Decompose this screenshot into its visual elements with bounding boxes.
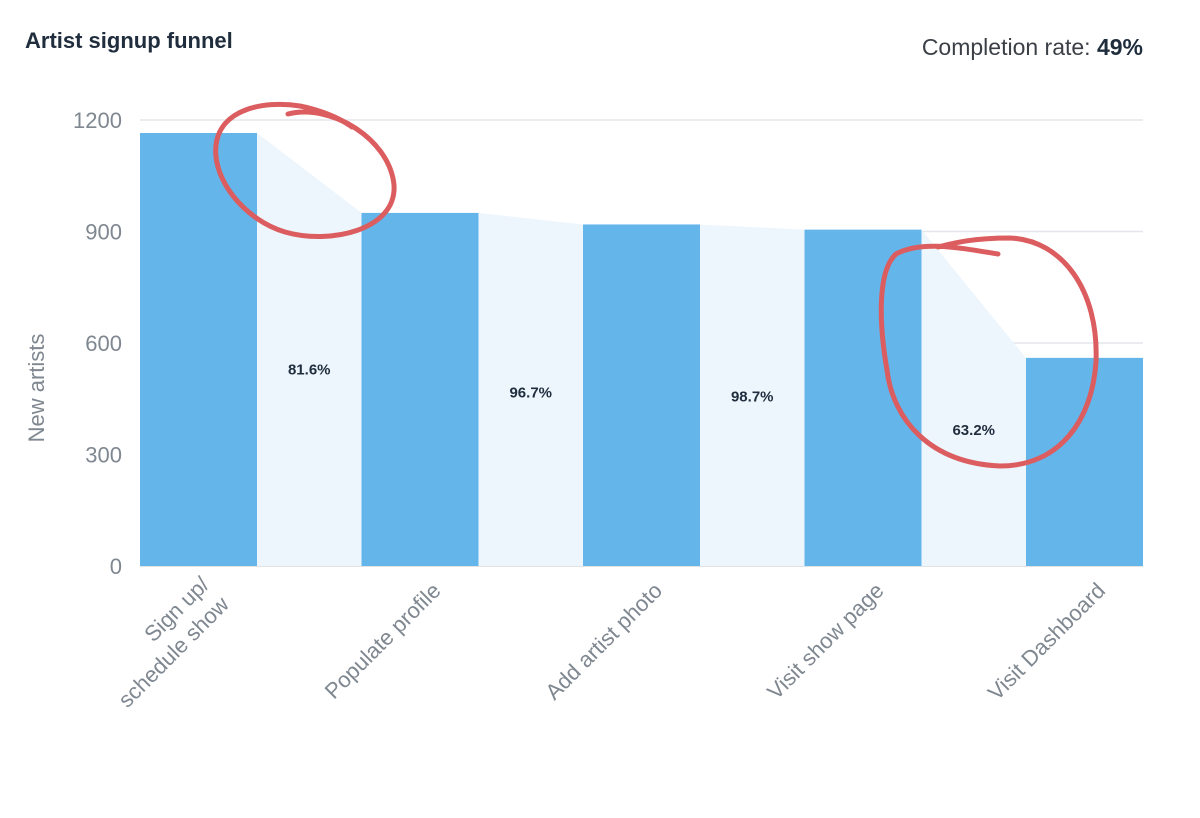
funnel-bar[interactable]: [140, 133, 257, 566]
funnel-connectors: [257, 133, 1026, 566]
annotation-circles: [213, 101, 1099, 469]
y-tick-label: 0: [110, 554, 122, 579]
x-axis-category-label: Visit show page: [762, 578, 888, 704]
funnel-bar[interactable]: [1026, 357, 1143, 566]
funnel-connector: [700, 224, 805, 566]
conversion-rate-label: 96.7%: [509, 384, 552, 401]
category-label-line: Populate profile: [320, 578, 446, 704]
y-axis-title: New artists: [24, 334, 49, 443]
x-axis-labels: Sign up/schedule show Populate profile Add…: [93, 571, 1110, 712]
chart-title: Artist signup funnel: [25, 28, 233, 53]
funnel-bar[interactable]: [804, 229, 922, 566]
completion-rate: Completion rate: 49%: [922, 34, 1143, 61]
x-axis-category-label: Add artist photo: [540, 578, 667, 705]
funnel-bars: [140, 133, 1143, 566]
annotation-circle-2: [878, 235, 1099, 469]
completion-rate-value: 49%: [1096, 34, 1143, 60]
funnel-connector: [257, 133, 362, 566]
category-label-line: Visit show page: [762, 578, 888, 704]
completion-rate-label: Completion rate:: [921, 34, 1091, 60]
annotation-circle-1: [213, 101, 397, 239]
y-axis-ticks: 0 300 600 900 1200: [73, 108, 122, 579]
conversion-labels: 81.6% 96.7% 98.7% 63.2%: [288, 361, 995, 438]
conversion-rate-label: 98.7%: [731, 389, 774, 406]
x-axis-category-label: Visit Dashboard: [983, 578, 1110, 705]
y-tick-label: 600: [85, 331, 122, 356]
funnel-connector: [478, 212, 583, 566]
funnel-bar[interactable]: [361, 212, 479, 566]
y-tick-label: 300: [85, 443, 122, 468]
conversion-rate-label: 63.2%: [952, 422, 995, 439]
funnel-connector: [921, 229, 1026, 566]
y-tick-label: 1200: [73, 108, 122, 133]
x-axis-category-label: Sign up/schedule show: [93, 571, 234, 712]
x-axis-category-label: Populate profile: [320, 578, 446, 704]
funnel-bar[interactable]: [583, 224, 700, 566]
category-label-line: Add artist photo: [540, 578, 667, 705]
y-tick-label: 900: [85, 220, 122, 245]
conversion-rate-label: 81.6%: [288, 361, 331, 378]
category-label-line: Visit Dashboard: [983, 578, 1110, 705]
